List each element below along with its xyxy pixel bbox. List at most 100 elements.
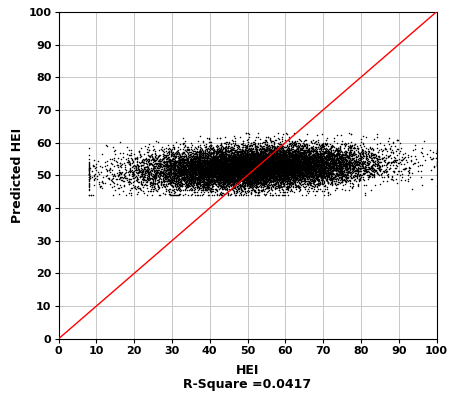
Point: [248, 185, 256, 191]
Point: [269, 138, 276, 144]
Point: [270, 171, 277, 177]
Point: [300, 156, 307, 163]
Point: [284, 176, 292, 182]
Point: [235, 177, 242, 183]
Point: [353, 154, 360, 161]
Point: [238, 161, 245, 167]
Point: [194, 192, 201, 198]
Point: [265, 154, 272, 161]
Point: [305, 165, 312, 171]
Point: [231, 182, 238, 188]
Point: [181, 177, 189, 183]
Point: [396, 159, 404, 165]
Point: [195, 158, 202, 164]
Point: [155, 169, 162, 176]
Point: [299, 160, 306, 167]
Point: [155, 167, 162, 173]
Point: [214, 155, 221, 162]
Point: [203, 177, 211, 183]
Point: [227, 144, 234, 151]
Point: [253, 171, 260, 177]
Point: [266, 164, 273, 170]
Point: [256, 157, 264, 163]
Point: [228, 158, 235, 165]
Point: [253, 177, 260, 183]
Point: [323, 156, 330, 162]
Point: [278, 178, 285, 185]
Point: [237, 157, 244, 163]
Point: [375, 154, 382, 160]
Point: [272, 154, 279, 161]
Point: [224, 154, 231, 160]
Point: [320, 162, 327, 169]
Point: [202, 172, 209, 178]
Point: [205, 151, 212, 158]
Point: [286, 169, 293, 176]
Point: [243, 161, 251, 167]
Point: [205, 178, 212, 184]
Point: [256, 158, 263, 164]
Point: [166, 179, 173, 185]
Point: [257, 158, 264, 164]
Point: [193, 154, 200, 161]
Point: [292, 162, 300, 168]
Point: [257, 166, 265, 173]
Point: [279, 147, 286, 153]
Point: [168, 165, 175, 171]
Point: [97, 182, 104, 189]
Point: [314, 154, 321, 160]
Point: [295, 156, 302, 162]
Point: [256, 151, 263, 158]
Point: [316, 170, 323, 176]
Point: [301, 158, 308, 165]
Point: [293, 167, 301, 173]
Point: [338, 156, 345, 162]
Point: [317, 157, 324, 164]
Point: [284, 166, 291, 173]
Point: [295, 152, 302, 158]
Point: [273, 150, 280, 156]
Point: [273, 158, 280, 164]
Point: [162, 181, 170, 188]
Point: [314, 154, 321, 160]
Point: [257, 155, 265, 162]
Point: [191, 171, 198, 177]
Point: [174, 165, 181, 172]
Point: [320, 143, 328, 149]
Point: [290, 161, 297, 167]
Point: [263, 173, 270, 180]
Point: [266, 145, 273, 152]
Point: [249, 162, 256, 168]
Point: [229, 175, 236, 182]
Point: [266, 164, 273, 171]
Point: [254, 179, 261, 185]
Point: [237, 177, 244, 184]
Point: [263, 164, 270, 171]
Point: [308, 140, 315, 146]
Point: [185, 161, 192, 167]
Point: [265, 156, 272, 162]
Point: [307, 148, 314, 154]
Point: [324, 177, 331, 184]
Point: [368, 187, 375, 193]
Point: [169, 162, 176, 168]
Point: [198, 192, 205, 198]
Point: [305, 173, 312, 180]
Point: [252, 169, 260, 175]
Point: [210, 161, 217, 167]
Point: [276, 161, 284, 167]
Point: [220, 167, 227, 173]
Point: [311, 164, 319, 170]
Point: [180, 156, 187, 162]
Point: [305, 158, 312, 164]
Point: [261, 154, 269, 161]
Point: [210, 174, 217, 180]
Point: [283, 169, 290, 175]
Point: [241, 182, 248, 188]
Point: [278, 176, 285, 182]
Point: [188, 178, 195, 184]
Point: [224, 155, 231, 161]
Point: [189, 183, 196, 190]
Point: [235, 162, 243, 168]
Point: [293, 160, 301, 166]
